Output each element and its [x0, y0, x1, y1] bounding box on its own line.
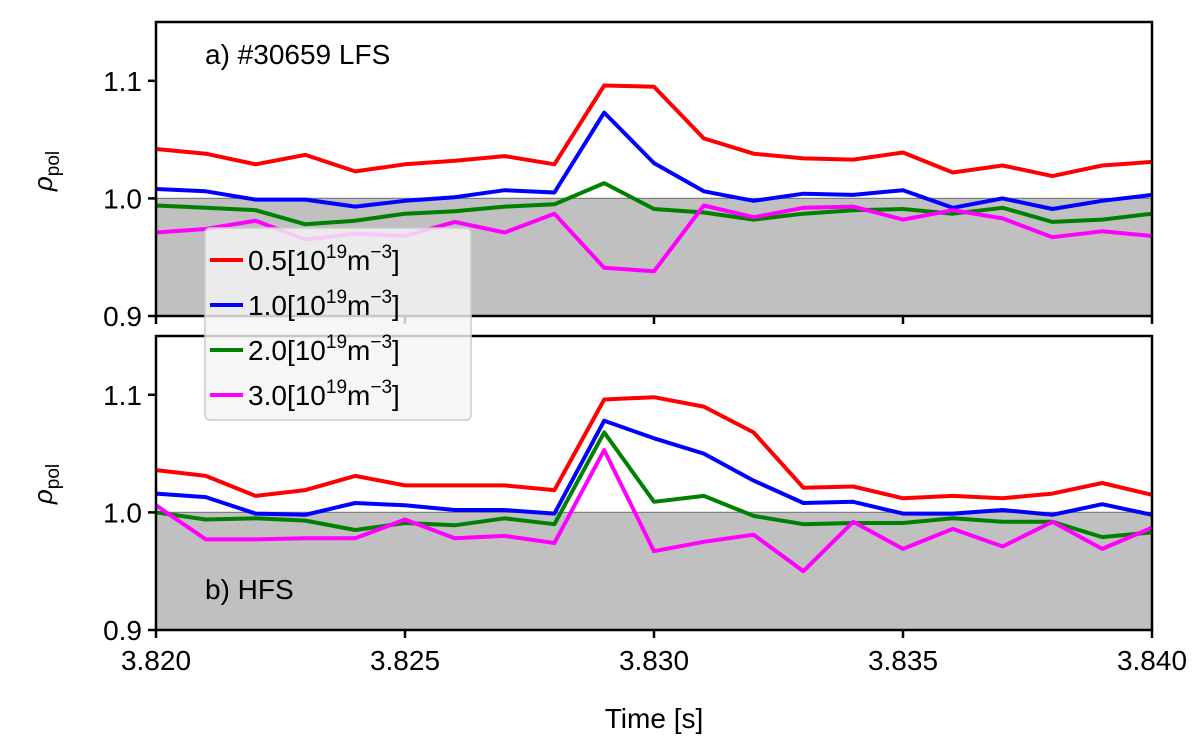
- x-tick-label: 3.835: [868, 645, 938, 676]
- legend-items: 0.5[1019m−3] 1.0[1019m−3] 2.0[1019m−3] 3.0[…: [210, 242, 400, 411]
- y-axis-label-sub: pol: [43, 464, 64, 489]
- series-lines: [156, 83, 1152, 274]
- series-line-3: [156, 181, 1152, 227]
- series-line-3: [156, 430, 1152, 540]
- y-axis-label-main: ρ: [28, 489, 58, 505]
- y-tick-label: 0.9: [103, 301, 142, 332]
- y-tick-label: 1.0: [103, 497, 142, 528]
- y-axis-label-main: ρ: [28, 176, 58, 192]
- y-tick-label: 0.9: [103, 615, 142, 646]
- x-axis-label: Time [s]: [605, 703, 704, 734]
- y-ticks: 0.9 1.0 1.1: [103, 380, 156, 646]
- y-axis-label-sub: pol: [43, 151, 64, 176]
- x-tick-label: 3.840: [1117, 645, 1187, 676]
- y-axis-label: ρpol: [28, 464, 64, 505]
- shaded-region: [156, 512, 1152, 630]
- panel-label: b) HFS: [205, 574, 294, 605]
- series-line-1: [156, 395, 1152, 501]
- y-axis-label: ρpol: [28, 151, 64, 192]
- x-tick-label: 3.825: [370, 645, 440, 676]
- y-tick-label: 1.0: [103, 183, 142, 214]
- series-line-2: [156, 418, 1152, 517]
- legend-entry: 0.5[1019m−3]: [248, 242, 400, 276]
- x-tick-label: 3.820: [121, 645, 191, 676]
- panel-hfs: 0.9 1.0 1.1 3.820 3.825 3.830 3.835 3.840 b) H…: [28, 334, 1187, 734]
- panel-label: a) #30659 LFS: [205, 39, 390, 70]
- y-ticks: 0.9 1.0 1.1: [103, 66, 156, 332]
- legend-entry: 3.0[1019m−3]: [248, 377, 400, 411]
- legend: 0.5[1019m−3] 1.0[1019m−3] 2.0[1019m−3] 3.0[…: [204, 227, 472, 421]
- y-tick-label: 1.1: [103, 66, 142, 97]
- panel-lfs: 0.9 1.0 1.1 a) #30659 LFS ρpol: [28, 20, 1154, 332]
- legend-box: [204, 227, 472, 421]
- series-line-2: [156, 110, 1152, 211]
- series-line-1: [156, 83, 1152, 179]
- legend-entry: 2.0[1019m−3]: [248, 332, 400, 366]
- y-tick-label: 1.1: [103, 380, 142, 411]
- series-line-4: [156, 448, 1152, 574]
- x-tick-label: 3.830: [619, 645, 689, 676]
- series-lines: [156, 395, 1152, 574]
- x-ticks: 3.820 3.825 3.830 3.835 3.840: [121, 630, 1187, 676]
- legend-entry: 1.0[1019m−3]: [248, 287, 400, 321]
